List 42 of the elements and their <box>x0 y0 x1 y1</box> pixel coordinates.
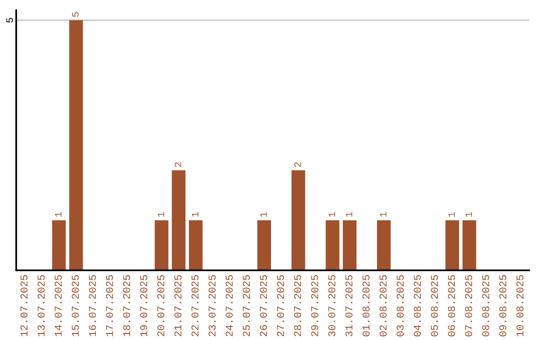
x-tick-label: 18.07.2025 <box>123 275 130 336</box>
x-tick-label: 29.07.2025 <box>311 275 318 336</box>
x-tick-label: 13.07.2025 <box>38 275 45 336</box>
x-tick-label: 08.08.2025 <box>482 275 490 336</box>
x-tick-label: 05.08.2025 <box>430 275 438 336</box>
x-tick-label: 20.07.2025 <box>157 275 164 336</box>
data-label: 1 <box>158 212 164 217</box>
x-tick-label: 27.07.2025 <box>276 275 284 336</box>
data-label: 1 <box>465 212 472 217</box>
x-tick-label: 23.07.2025 <box>208 275 216 336</box>
data-label: 1 <box>346 212 352 217</box>
data-label: 1 <box>328 212 336 217</box>
x-tick-label: 06.08.2025 <box>448 275 456 336</box>
x-tick-label: 25.07.2025 <box>242 275 250 336</box>
x-tick-label: 02.08.2025 <box>380 275 387 336</box>
x-tick-label: 16.07.2025 <box>88 275 96 336</box>
data-label: 2 <box>294 162 301 167</box>
x-tick-label: 31.07.2025 <box>345 275 352 336</box>
x-tick-label: 19.07.2025 <box>140 275 148 336</box>
x-tick-label: 14.07.2025 <box>54 275 62 336</box>
x-tick-label: 28.07.2025 <box>294 275 302 336</box>
data-label: 1 <box>55 212 62 217</box>
x-tick-label: 22.07.2025 <box>191 275 199 336</box>
data-label: 2 <box>174 162 182 167</box>
x-tick-label: 17.07.2025 <box>106 275 114 336</box>
x-tick-label: 03.08.2025 <box>396 275 404 336</box>
x-tick-label: 24.07.2025 <box>226 275 233 336</box>
x-tick-label: 01.08.2025 <box>362 275 370 336</box>
x-tick-label: 15.07.2025 <box>72 275 79 336</box>
x-tick-label: 10.08.2025 <box>516 275 524 336</box>
x-tick-label: 09.08.2025 <box>499 275 506 336</box>
x-tick-label: 12.07.2025 <box>20 275 28 336</box>
x-tick-label: 04.08.2025 <box>414 275 421 336</box>
data-label: 1 <box>260 212 267 217</box>
x-tick-label: 07.08.2025 <box>465 275 472 336</box>
data-label: 5 <box>72 12 79 17</box>
data-label: 1 <box>448 212 455 217</box>
data-label: 1 <box>380 212 386 217</box>
x-tick-label: 30.07.2025 <box>328 275 336 336</box>
x-tick-label: 26.07.2025 <box>260 275 267 336</box>
x-tick-label: 21.07.2025 <box>174 275 182 336</box>
data-label: 1 <box>192 212 198 217</box>
